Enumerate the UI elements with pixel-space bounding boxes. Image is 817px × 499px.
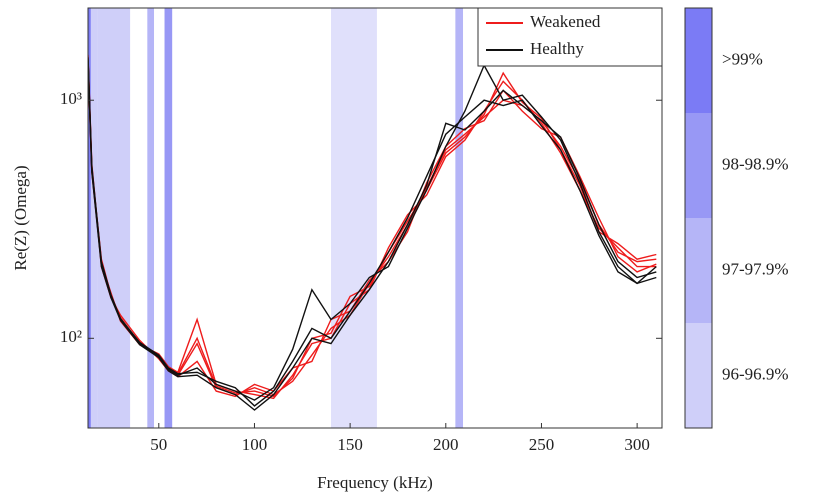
- colorbar-label: 96-96.9%: [722, 364, 789, 383]
- colorbar-label: 97-97.9%: [722, 259, 789, 278]
- colorbar-segment: [685, 8, 712, 113]
- legend-label: Healthy: [530, 39, 584, 58]
- significance-band: [147, 8, 155, 428]
- colorbar-segment: [685, 323, 712, 428]
- x-tick-label: 250: [529, 435, 555, 454]
- x-tick-label: 100: [242, 435, 268, 454]
- significance-band: [97, 8, 131, 428]
- plot-frame: [87, 7, 663, 429]
- x-tick-label: 150: [337, 435, 363, 454]
- colorbar-frame: [684, 7, 713, 429]
- y-axis-label: Re(Z) (Omega): [11, 165, 30, 270]
- significance-band: [330, 8, 377, 428]
- impedance-curve: [88, 56, 657, 407]
- colorbar-label: >99%: [722, 49, 763, 68]
- colorbar-segment: [685, 113, 712, 218]
- impedance-curve: [88, 60, 657, 411]
- y-tick-label: 10³: [60, 89, 82, 108]
- colorbar-segment: [685, 218, 712, 323]
- significance-band: [164, 8, 173, 428]
- x-tick-label: 300: [624, 435, 650, 454]
- significance-band: [88, 8, 91, 428]
- legend-label: Weakened: [530, 12, 601, 31]
- significance-band: [455, 8, 464, 428]
- x-tick-label: 50: [150, 435, 167, 454]
- y-tick-label: 10²: [60, 327, 82, 346]
- x-tick-label: 200: [433, 435, 459, 454]
- significance-band: [90, 8, 98, 428]
- colorbar-label: 98-98.9%: [722, 154, 789, 173]
- x-axis-label: Frequency (kHz): [317, 473, 433, 492]
- legend-box: [477, 7, 663, 67]
